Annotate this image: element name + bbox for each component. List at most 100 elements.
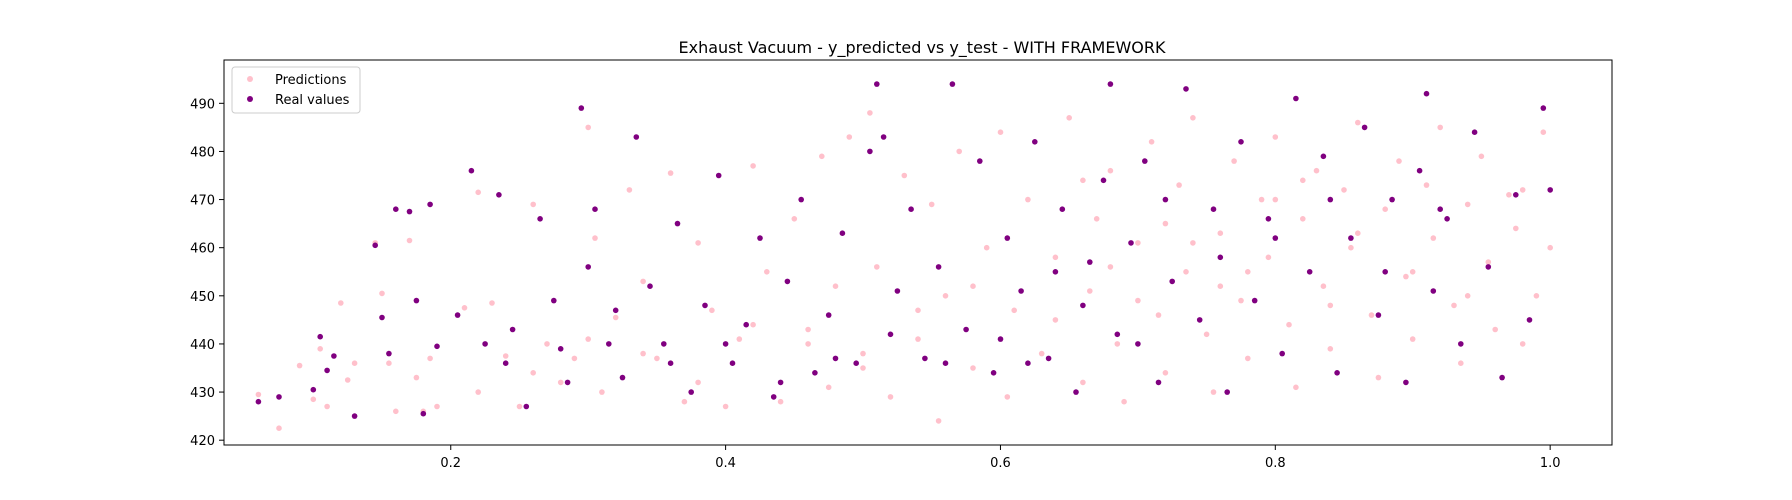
data-point bbox=[894, 288, 901, 294]
legend-marker-predictions bbox=[247, 76, 253, 82]
data-point bbox=[1286, 321, 1292, 328]
data-point bbox=[1176, 182, 1182, 188]
data-point bbox=[1403, 273, 1409, 280]
data-point bbox=[977, 158, 983, 164]
data-point bbox=[846, 134, 853, 140]
data-point bbox=[1506, 192, 1512, 198]
data-point bbox=[1444, 216, 1450, 222]
data-point bbox=[420, 410, 427, 417]
data-point bbox=[557, 379, 564, 386]
data-point bbox=[626, 187, 633, 193]
data-point bbox=[1423, 90, 1430, 97]
data-point bbox=[1183, 86, 1189, 92]
data-point bbox=[331, 353, 337, 359]
data-point bbox=[1409, 336, 1416, 342]
data-point bbox=[551, 297, 557, 304]
data-point bbox=[475, 189, 482, 196]
data-point bbox=[406, 208, 413, 215]
data-point bbox=[1320, 153, 1327, 160]
data-point bbox=[1513, 225, 1519, 232]
data-point bbox=[1107, 264, 1114, 270]
data-point bbox=[722, 341, 729, 347]
data-point bbox=[928, 201, 935, 208]
data-point bbox=[1238, 297, 1244, 304]
data-point bbox=[434, 343, 440, 350]
data-point bbox=[1430, 288, 1437, 294]
data-point bbox=[454, 312, 461, 318]
plot-frame bbox=[223, 59, 1613, 446]
data-point bbox=[1203, 331, 1210, 338]
data-point bbox=[379, 314, 385, 321]
data-point bbox=[1437, 206, 1443, 212]
data-point bbox=[935, 264, 942, 270]
data-point bbox=[688, 389, 694, 395]
data-point bbox=[640, 350, 646, 357]
data-point bbox=[379, 290, 385, 297]
data-point bbox=[1162, 370, 1169, 376]
data-point bbox=[1238, 139, 1244, 145]
data-point bbox=[434, 403, 440, 410]
data-point bbox=[1451, 302, 1457, 309]
data-point bbox=[1224, 389, 1230, 395]
data-point bbox=[1499, 374, 1505, 381]
data-point bbox=[564, 379, 571, 386]
data-point bbox=[777, 379, 784, 386]
data-point bbox=[942, 360, 949, 367]
data-point bbox=[1540, 105, 1547, 111]
data-point bbox=[1100, 177, 1107, 184]
data-point bbox=[255, 398, 262, 405]
data-point bbox=[1430, 235, 1437, 241]
data-point bbox=[502, 360, 509, 367]
data-point bbox=[592, 235, 598, 241]
data-point bbox=[1355, 119, 1361, 126]
data-point bbox=[867, 148, 873, 155]
data-point bbox=[1135, 240, 1141, 246]
data-point bbox=[667, 360, 674, 367]
data-point bbox=[860, 365, 866, 371]
data-point bbox=[935, 418, 942, 424]
data-point bbox=[695, 379, 701, 386]
data-point bbox=[1251, 297, 1258, 304]
data-point bbox=[1458, 360, 1464, 367]
x-tick-label: 0.4 bbox=[715, 456, 736, 471]
data-point bbox=[1382, 206, 1388, 212]
data-point bbox=[970, 365, 976, 371]
data-point bbox=[908, 206, 914, 212]
data-point bbox=[537, 216, 543, 222]
data-point bbox=[1306, 269, 1313, 275]
data-point bbox=[1513, 192, 1519, 198]
data-point bbox=[413, 374, 420, 381]
y-tick-label: 460 bbox=[190, 242, 215, 257]
data-point bbox=[619, 374, 626, 381]
data-point bbox=[825, 312, 832, 318]
data-point bbox=[1471, 129, 1478, 135]
data-point bbox=[633, 134, 640, 140]
data-point bbox=[1547, 187, 1553, 193]
data-point bbox=[1038, 350, 1045, 357]
data-point bbox=[1458, 341, 1464, 347]
y-tick-label: 420 bbox=[190, 434, 215, 449]
legend-label-predictions: Predictions bbox=[275, 73, 347, 88]
data-point bbox=[1107, 167, 1114, 174]
data-point bbox=[640, 278, 646, 285]
data-point bbox=[1052, 317, 1059, 323]
data-point bbox=[427, 355, 433, 362]
y-tick-label: 430 bbox=[190, 386, 215, 401]
data-point bbox=[1025, 196, 1031, 203]
data-point bbox=[743, 321, 749, 328]
data-point bbox=[255, 391, 262, 398]
data-point bbox=[1128, 240, 1134, 246]
data-point bbox=[956, 148, 962, 155]
data-point bbox=[757, 235, 763, 241]
data-point bbox=[496, 192, 502, 198]
data-point bbox=[1245, 269, 1251, 275]
data-point bbox=[1437, 124, 1443, 131]
data-point bbox=[805, 326, 811, 333]
data-point bbox=[1093, 216, 1100, 222]
data-point bbox=[585, 264, 591, 270]
data-point bbox=[1492, 326, 1498, 333]
data-point bbox=[1327, 196, 1334, 203]
data-point bbox=[1045, 355, 1052, 362]
data-point bbox=[1052, 254, 1059, 261]
